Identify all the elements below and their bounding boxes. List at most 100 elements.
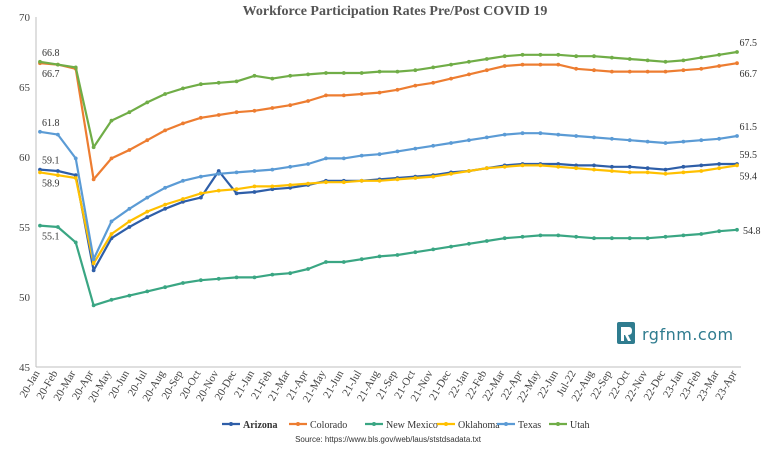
- data-point: [252, 184, 257, 189]
- data-point: [627, 170, 632, 175]
- data-point: [216, 113, 221, 117]
- data-point: [592, 68, 596, 73]
- data-point: [627, 164, 632, 169]
- data-point: [484, 135, 489, 140]
- data-point: [735, 61, 739, 66]
- data-point: [109, 118, 114, 123]
- legend-marker: [556, 422, 560, 426]
- data-point: [38, 167, 42, 172]
- legend: Arizona Colorado New Mexico Oklahoma Texas Ut…: [222, 420, 589, 431]
- data-point: [163, 285, 168, 290]
- data-point: [520, 163, 525, 168]
- data-point: [270, 106, 275, 110]
- data-point: [502, 64, 507, 68]
- data-point: [145, 195, 150, 200]
- data-point: [216, 188, 221, 193]
- data-point: [502, 164, 507, 169]
- data-point: [252, 108, 257, 113]
- data-point: [252, 275, 257, 280]
- data-point: [216, 276, 221, 281]
- data-label: 66.8: [42, 48, 60, 59]
- data-point: [324, 71, 328, 75]
- data-point: [127, 219, 132, 224]
- data-point: [198, 174, 203, 179]
- data-point: [181, 281, 185, 285]
- data-point: [288, 164, 293, 169]
- data-point: [681, 68, 686, 73]
- data-point: [449, 141, 453, 145]
- data-point: [395, 253, 400, 257]
- data-point: [55, 225, 60, 229]
- data-point: [645, 170, 650, 175]
- data-point: [609, 69, 614, 74]
- annotation-layer: 66.8 66.7 61.8 59.1 58.9 55.1 67.5 66.7 61.5 59.5…: [42, 38, 761, 243]
- data-point: [163, 206, 168, 211]
- data-point: [717, 136, 722, 141]
- data-point: [377, 254, 382, 259]
- data-point: [449, 171, 453, 176]
- data-point: [717, 162, 722, 166]
- data-point: [234, 79, 239, 84]
- data-point: [198, 82, 203, 87]
- data-point: [341, 180, 346, 185]
- data-point: [252, 169, 257, 173]
- data-point: [413, 83, 418, 88]
- data-point: [324, 156, 328, 161]
- legend-label: New Mexico: [386, 420, 438, 431]
- data-point: [681, 58, 686, 63]
- data-point: [38, 129, 42, 134]
- data-point: [574, 134, 579, 138]
- data-point: [359, 71, 364, 75]
- legend-item: Oklahoma: [437, 420, 500, 431]
- data-point: [270, 184, 275, 189]
- data-point: [91, 261, 96, 266]
- data-point: [109, 297, 114, 302]
- data-point: [484, 166, 489, 171]
- data-point: [270, 167, 275, 172]
- data-point: [270, 272, 275, 277]
- data-point: [163, 128, 168, 133]
- data-point: [127, 225, 132, 229]
- data-point: [55, 62, 60, 67]
- data-point: [145, 215, 150, 220]
- data-point: [699, 138, 704, 143]
- data-point: [73, 176, 78, 180]
- data-point: [341, 156, 346, 161]
- legend-label: Oklahoma: [458, 420, 500, 431]
- data-point: [520, 131, 525, 136]
- legend-item: Colorado: [289, 420, 347, 431]
- series-line: [39, 162, 737, 272]
- data-point: [627, 138, 632, 143]
- data-point: [181, 178, 185, 183]
- data-point: [127, 148, 132, 152]
- data-point: [109, 219, 114, 224]
- data-point: [431, 174, 436, 179]
- data-label: 59.1: [42, 156, 60, 167]
- series-line: [39, 130, 738, 261]
- series-colorado: [38, 61, 739, 182]
- data-point: [234, 275, 239, 280]
- data-point: [163, 185, 168, 190]
- data-point: [556, 62, 561, 67]
- data-point: [663, 69, 668, 74]
- data-point: [663, 59, 668, 64]
- data-point: [449, 244, 453, 249]
- data-point: [645, 69, 650, 74]
- data-point: [520, 234, 525, 239]
- data-point: [306, 72, 310, 77]
- data-point: [556, 52, 561, 57]
- data-point: [735, 50, 739, 54]
- data-point: [431, 247, 436, 252]
- data-point: [627, 69, 632, 74]
- data-point: [109, 156, 114, 161]
- rgfnm-logo: rgfnm.com: [617, 322, 733, 344]
- data-point: [717, 52, 722, 57]
- y-tick-label: 65: [19, 82, 31, 94]
- data-point: [181, 197, 185, 201]
- data-point: [270, 76, 275, 81]
- data-point: [73, 240, 78, 245]
- y-axis: 45 50 55 60 65 70: [19, 12, 37, 374]
- data-point: [288, 73, 293, 78]
- legend-label: Texas: [518, 420, 541, 431]
- data-point: [592, 236, 596, 241]
